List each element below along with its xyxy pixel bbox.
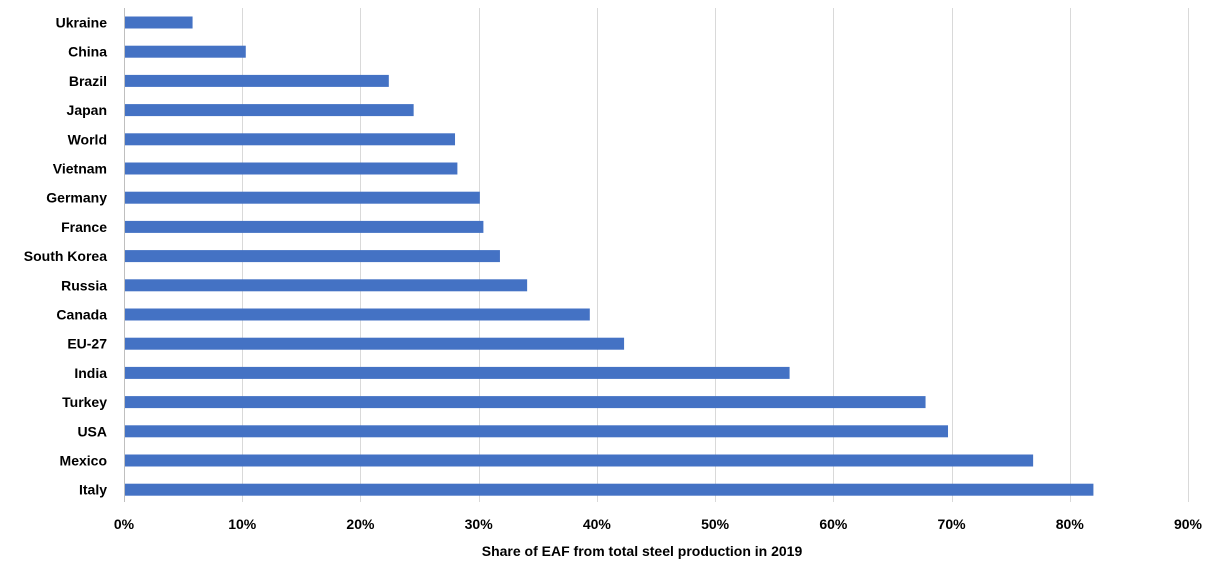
category-label: India bbox=[74, 365, 107, 381]
gridlines bbox=[124, 8, 1189, 502]
bar-china bbox=[125, 45, 246, 58]
category-label: South Korea bbox=[24, 248, 107, 264]
category-labels: Ukraine China Brazil Japan World Vietnam Germa… bbox=[24, 15, 107, 498]
category-label: Turkey bbox=[62, 394, 107, 410]
bars bbox=[125, 16, 1094, 496]
bar-eu-27 bbox=[125, 337, 625, 350]
bar-turkey bbox=[125, 396, 926, 409]
bar-brazil bbox=[125, 74, 389, 87]
bar-italy bbox=[125, 483, 1094, 496]
category-label: Japan bbox=[67, 102, 107, 118]
x-tick-label: 80% bbox=[1056, 516, 1085, 532]
category-label: Ukraine bbox=[56, 15, 108, 31]
bar-russia bbox=[125, 279, 528, 292]
category-label: USA bbox=[77, 423, 107, 439]
category-label: Vietnam bbox=[53, 161, 107, 177]
category-label: Brazil bbox=[69, 73, 107, 89]
x-tick-label: 90% bbox=[1174, 516, 1203, 532]
category-label: EU-27 bbox=[67, 336, 107, 352]
bar-world bbox=[125, 133, 456, 146]
category-label: Mexico bbox=[60, 453, 107, 469]
x-tick-label: 40% bbox=[583, 516, 612, 532]
x-axis-title: Share of EAF from total steel production… bbox=[482, 543, 803, 559]
category-label: France bbox=[61, 219, 107, 235]
x-tick-label: 20% bbox=[346, 516, 375, 532]
bar-ukraine bbox=[125, 16, 193, 29]
category-label: World bbox=[68, 131, 107, 147]
bar-vietnam bbox=[125, 162, 458, 175]
x-tick-label: 50% bbox=[701, 516, 730, 532]
x-tick-label: 60% bbox=[819, 516, 848, 532]
bar-japan bbox=[125, 104, 414, 117]
bar-mexico bbox=[125, 454, 1034, 467]
bar-usa bbox=[125, 425, 949, 438]
category-label: China bbox=[68, 44, 107, 60]
bar-france bbox=[125, 220, 484, 233]
category-label: Canada bbox=[56, 307, 107, 323]
x-tick-label: 0% bbox=[114, 516, 135, 532]
category-label: Russia bbox=[61, 277, 107, 293]
x-tick-label: 30% bbox=[465, 516, 494, 532]
x-tick-labels: 0% 10% 20% 30% 40% 50% 60% 70% 80% 90% bbox=[114, 516, 1203, 532]
category-label: Germany bbox=[46, 190, 107, 206]
bar-south-korea bbox=[125, 250, 500, 263]
bar-india bbox=[125, 366, 790, 379]
category-label: Italy bbox=[79, 482, 107, 498]
x-tick-label: 10% bbox=[228, 516, 257, 532]
bar-canada bbox=[125, 308, 590, 321]
bar-germany bbox=[125, 191, 480, 204]
x-tick-label: 70% bbox=[938, 516, 967, 532]
